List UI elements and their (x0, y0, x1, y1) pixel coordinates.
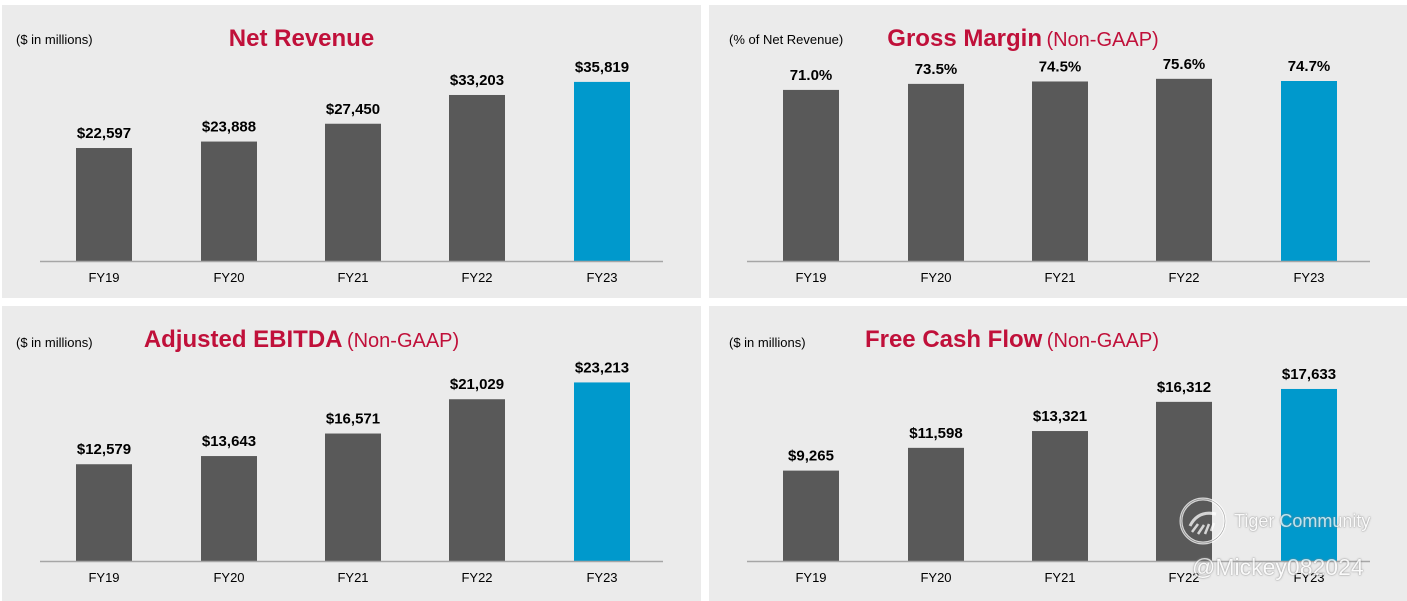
unit-label: ($ in millions) (16, 32, 93, 47)
chart-title-sub: (Non-GAAP) (346, 330, 460, 352)
data-label: $13,321 (1033, 408, 1087, 425)
tick-label: FY21 (337, 270, 368, 285)
data-label: 74.5% (1039, 58, 1082, 75)
tick-label: FY22 (1168, 270, 1199, 285)
data-label: $23,213 (575, 359, 629, 376)
tick-label: FY22 (461, 270, 492, 285)
unit-label: ($ in millions) (16, 335, 93, 350)
tick-label: FY21 (1044, 270, 1075, 285)
data-label: $13,643 (202, 433, 256, 450)
tick-label: FY19 (88, 270, 119, 285)
data-label: 71.0% (790, 67, 833, 84)
chart-title: Net Revenue (0, 25, 651, 53)
bar-fy21 (1032, 431, 1088, 561)
data-label: $16,571 (326, 411, 380, 428)
chart-title-main: Adjusted EBITDA (143, 326, 343, 353)
unit-label: (% of Net Revenue) (729, 32, 844, 47)
tick-label: FY23 (1293, 570, 1324, 585)
chart-title-sub: (Non-GAAP) (1046, 29, 1159, 51)
tick-label: FY23 (586, 570, 617, 585)
chart-title: Adjusted EBITDA (Non-GAAP) (0, 326, 651, 354)
bar-fy22 (1156, 78, 1212, 261)
bar-fy20 (908, 447, 964, 561)
chart-title-main: Gross Margin (887, 25, 1042, 52)
bar-fy23 (1281, 388, 1337, 561)
data-label: $22,597 (77, 125, 131, 142)
bar-fy19 (783, 89, 839, 261)
tick-label: FY20 (213, 570, 244, 585)
data-label: $27,450 (326, 101, 380, 118)
bar-fy23 (1281, 81, 1337, 261)
bar-fy20 (201, 141, 257, 261)
data-label: $9,265 (788, 448, 834, 465)
bar-fy19 (783, 470, 839, 561)
bar-fy20 (201, 456, 257, 561)
bar-fy21 (325, 123, 381, 261)
bar-fy20 (908, 83, 964, 261)
bar-chart-gross-margin: 71.0% FY19 73.5% FY20 74.5% FY21 75.6% FY22 74.7… (747, 56, 1370, 285)
data-label: $11,598 (909, 425, 962, 442)
tick-label: FY23 (586, 270, 617, 285)
bar-fy19 (76, 464, 132, 561)
data-label: $21,029 (450, 376, 504, 393)
data-label: $17,633 (1282, 366, 1336, 383)
bar-chart-adjusted-ebitda: $12,579 FY19 $13,643 FY20 $16,571 FY21 $21,029… (40, 359, 663, 585)
tick-label: FY21 (337, 570, 368, 585)
data-label: $35,819 (575, 59, 629, 76)
chart-title-main: Net Revenue (228, 25, 375, 52)
data-label: $33,203 (450, 72, 504, 89)
bar-chart-net-revenue: $22,597 FY19 $23,888 FY20 $27,450 FY21 $33,203… (40, 59, 663, 285)
bar-fy22 (449, 399, 505, 561)
bar-fy21 (325, 433, 381, 561)
tick-label: FY23 (1293, 270, 1324, 285)
tick-label: FY20 (213, 270, 244, 285)
tick-label: FY20 (920, 570, 951, 585)
bar-fy19 (76, 148, 132, 261)
tick-label: FY19 (795, 270, 826, 285)
chart-title-main: Free Cash Flow (864, 326, 1043, 353)
chart-title: Free Cash Flow (Non-GAAP) (663, 326, 1361, 354)
bar-fy23 (574, 81, 630, 261)
bar-fy22 (449, 94, 505, 261)
data-label: $16,312 (1157, 379, 1211, 396)
chart-title-sub: (Non-GAAP) (1046, 330, 1160, 352)
tick-label: FY19 (88, 570, 119, 585)
watermark-handle: @Mickey082024 (1192, 554, 1364, 580)
chart-panel-net-revenue: ($ in millions) Net Revenue $22,597 FY19 $… (2, 5, 701, 298)
tick-label: FY19 (795, 570, 826, 585)
tiger-logo-icon (1179, 497, 1227, 545)
unit-label: ($ in millions) (729, 335, 806, 350)
bar-fy23 (574, 382, 630, 561)
tick-label: FY20 (920, 270, 951, 285)
data-label: 73.5% (915, 61, 958, 78)
chart-panel-gross-margin: (% of Net Revenue) Gross Margin (Non-GAA… (709, 5, 1407, 298)
data-label: 74.7% (1288, 58, 1331, 75)
tick-label: FY22 (461, 570, 492, 585)
chart-panel-adjusted-ebitda: ($ in millions) Adjusted EBITDA (Non-GAA… (2, 306, 701, 601)
data-label: $23,888 (202, 119, 256, 136)
watermark: Tiger Community @Mickey082024 (1178, 496, 1402, 596)
watermark-name: Tiger Community (1234, 511, 1371, 531)
bar-fy21 (1032, 81, 1088, 261)
tick-label: FY22 (1168, 570, 1199, 585)
chart-title: Gross Margin (Non-GAAP) (674, 25, 1372, 53)
data-label: $12,579 (77, 441, 131, 458)
data-label: 75.6% (1163, 56, 1206, 73)
tick-label: FY21 (1044, 570, 1075, 585)
